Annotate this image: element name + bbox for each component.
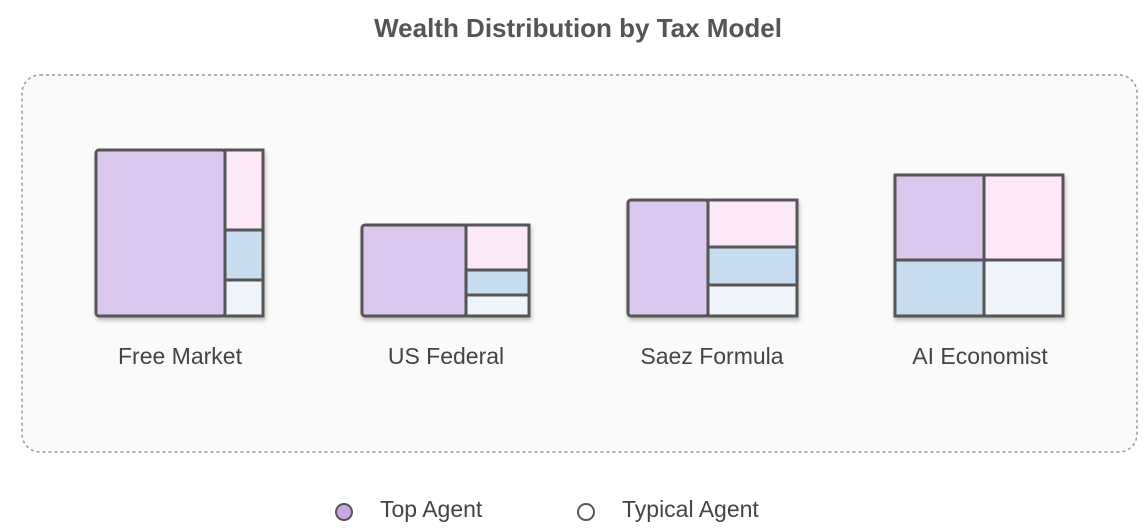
model-label: AI Economist — [912, 343, 1048, 369]
us-federal-box — [360, 223, 531, 318]
model-label: Free Market — [118, 343, 243, 369]
ai-economist-box — [893, 173, 1065, 318]
legend-label: Top Agent — [380, 496, 483, 522]
legend-swatch — [577, 503, 595, 521]
model-label: US Federal — [388, 343, 504, 369]
panel — [21, 74, 1138, 453]
saez-formula-box — [626, 198, 799, 318]
legend-label: Typical Agent — [622, 496, 759, 522]
model-label: Saez Formula — [640, 343, 783, 369]
title: Wealth Distribution by Tax Model — [374, 13, 782, 43]
free-market-box — [94, 148, 265, 318]
legend-swatch — [335, 503, 353, 521]
